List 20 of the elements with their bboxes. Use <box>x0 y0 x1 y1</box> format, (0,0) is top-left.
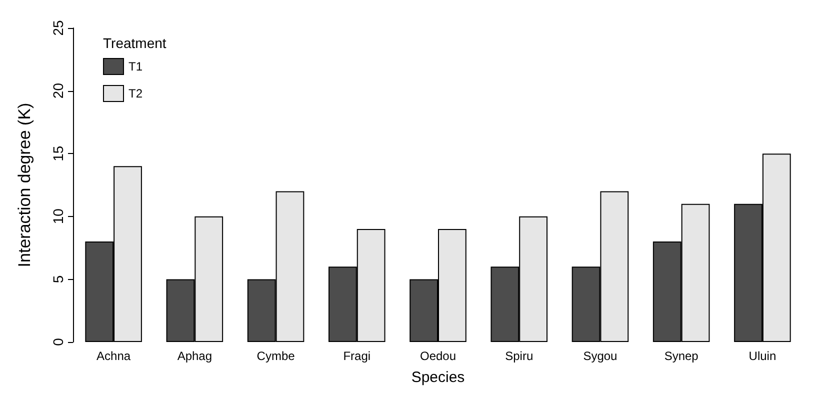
x-tick-label: Spiru <box>505 349 534 363</box>
x-tick-label: Cymbe <box>256 349 296 363</box>
y-tick-label: 25 <box>50 20 66 36</box>
y-axis-title: Interaction degree (K) <box>15 102 34 268</box>
x-tick-label: Oedou <box>420 349 456 363</box>
x-axis-title: Species <box>411 369 465 386</box>
y-tick-label: 5 <box>50 275 66 284</box>
x-tick-label: Achna <box>96 349 131 363</box>
x-tick-label: Sygou <box>583 349 618 363</box>
x-tick-label: Fragi <box>343 349 371 363</box>
legend-label: T2 <box>128 86 143 100</box>
x-tick-label: Uluin <box>748 349 776 363</box>
y-tick-label: 10 <box>50 208 66 224</box>
y-tick-label: 20 <box>50 82 66 99</box>
x-tick-label: Aphag <box>177 349 212 363</box>
y-tick-label: 0 <box>50 338 66 346</box>
y-tick-label: 15 <box>50 146 66 162</box>
legend-title: Treatment <box>103 35 166 51</box>
legend-label: T1 <box>128 60 143 74</box>
x-tick-label: Synep <box>664 349 699 363</box>
